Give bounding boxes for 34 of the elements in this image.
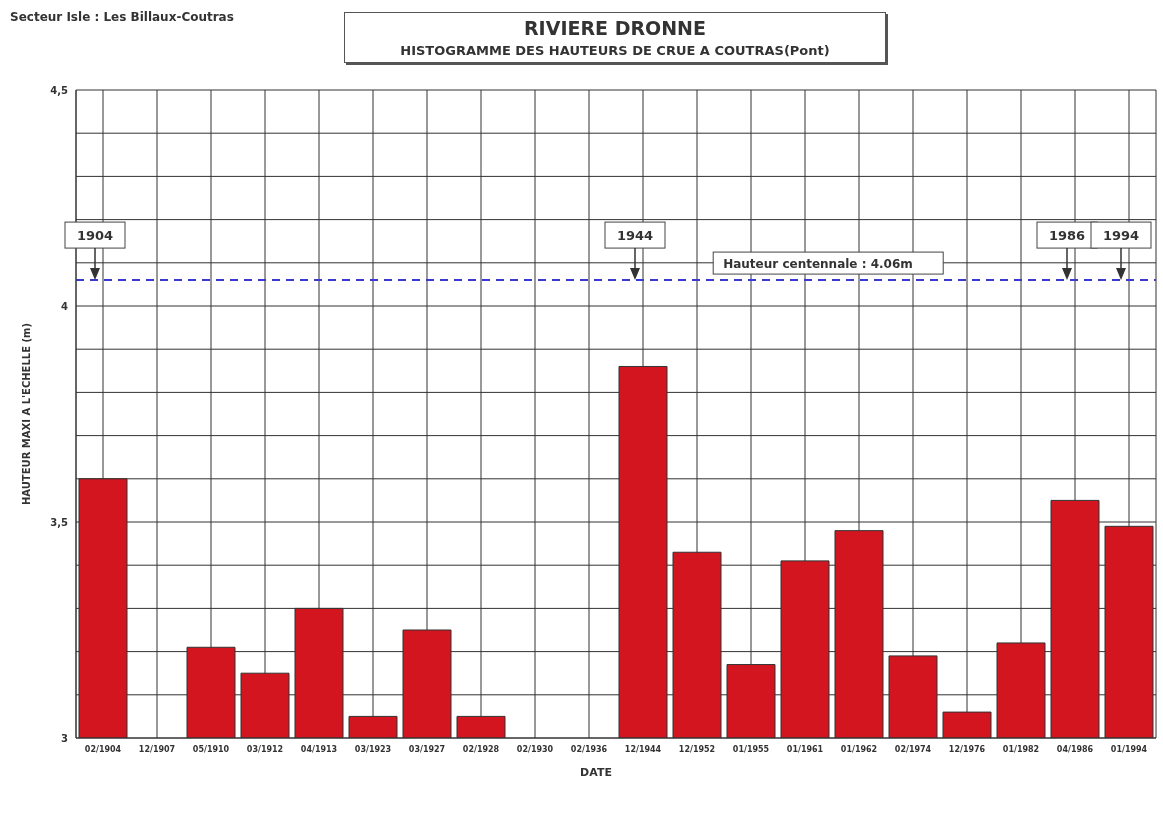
x-tick-label: 01/1962	[840, 744, 878, 754]
chart-subtitle: HISTOGRAMME DES HAUTEURS DE CRUE A COUTRAS(Pont)	[399, 43, 831, 58]
x-tick-label: 02/1974	[894, 744, 932, 754]
annotation: 1994	[1102, 228, 1140, 244]
y-tick-label: 3,5	[50, 516, 69, 528]
x-tick-label: 12/1976	[948, 744, 986, 754]
x-tick-label: 01/1994	[1110, 744, 1148, 754]
x-tick-label: 03/1912	[246, 744, 284, 754]
x-tick-label: 12/1952	[678, 744, 716, 754]
x-tick-label: 02/1930	[516, 744, 554, 754]
chart-title: RIVIERE DRONNE	[523, 17, 707, 39]
annotation: 1986	[1048, 228, 1086, 244]
x-tick-label: 01/1955	[732, 744, 770, 754]
x-tick-label: 01/1982	[1002, 744, 1040, 754]
y-tick-label: 3	[61, 732, 69, 744]
annotation: 1944	[616, 228, 654, 244]
x-tick-label: 01/1961	[786, 744, 824, 754]
x-axis-title: DATE	[580, 766, 612, 779]
ref-line-label: Hauteur centennale : 4.06m	[723, 257, 913, 272]
y-tick-label: 4,5	[50, 84, 69, 96]
x-tick-label: 12/1907	[138, 744, 176, 754]
x-tick-label: 03/1923	[354, 744, 392, 754]
x-tick-label: 03/1927	[408, 744, 446, 754]
y-axis-title: HAUTEUR MAXI A L'ECHELLE (m)	[20, 322, 32, 506]
x-tick-label: 04/1913	[300, 744, 338, 754]
x-tick-label: 02/1904	[84, 744, 122, 754]
text: Secteur Isle : Les Billaux-Coutras	[10, 10, 234, 24]
x-tick-label: 05/1910	[192, 744, 230, 754]
x-tick-label: 04/1986	[1056, 744, 1094, 754]
x-tick-label: 02/1936	[570, 744, 608, 754]
x-tick-label: 12/1944	[624, 744, 662, 754]
y-tick-label: 4	[61, 300, 69, 312]
annotation: 1904	[76, 228, 114, 244]
x-tick-label: 02/1928	[462, 744, 500, 754]
